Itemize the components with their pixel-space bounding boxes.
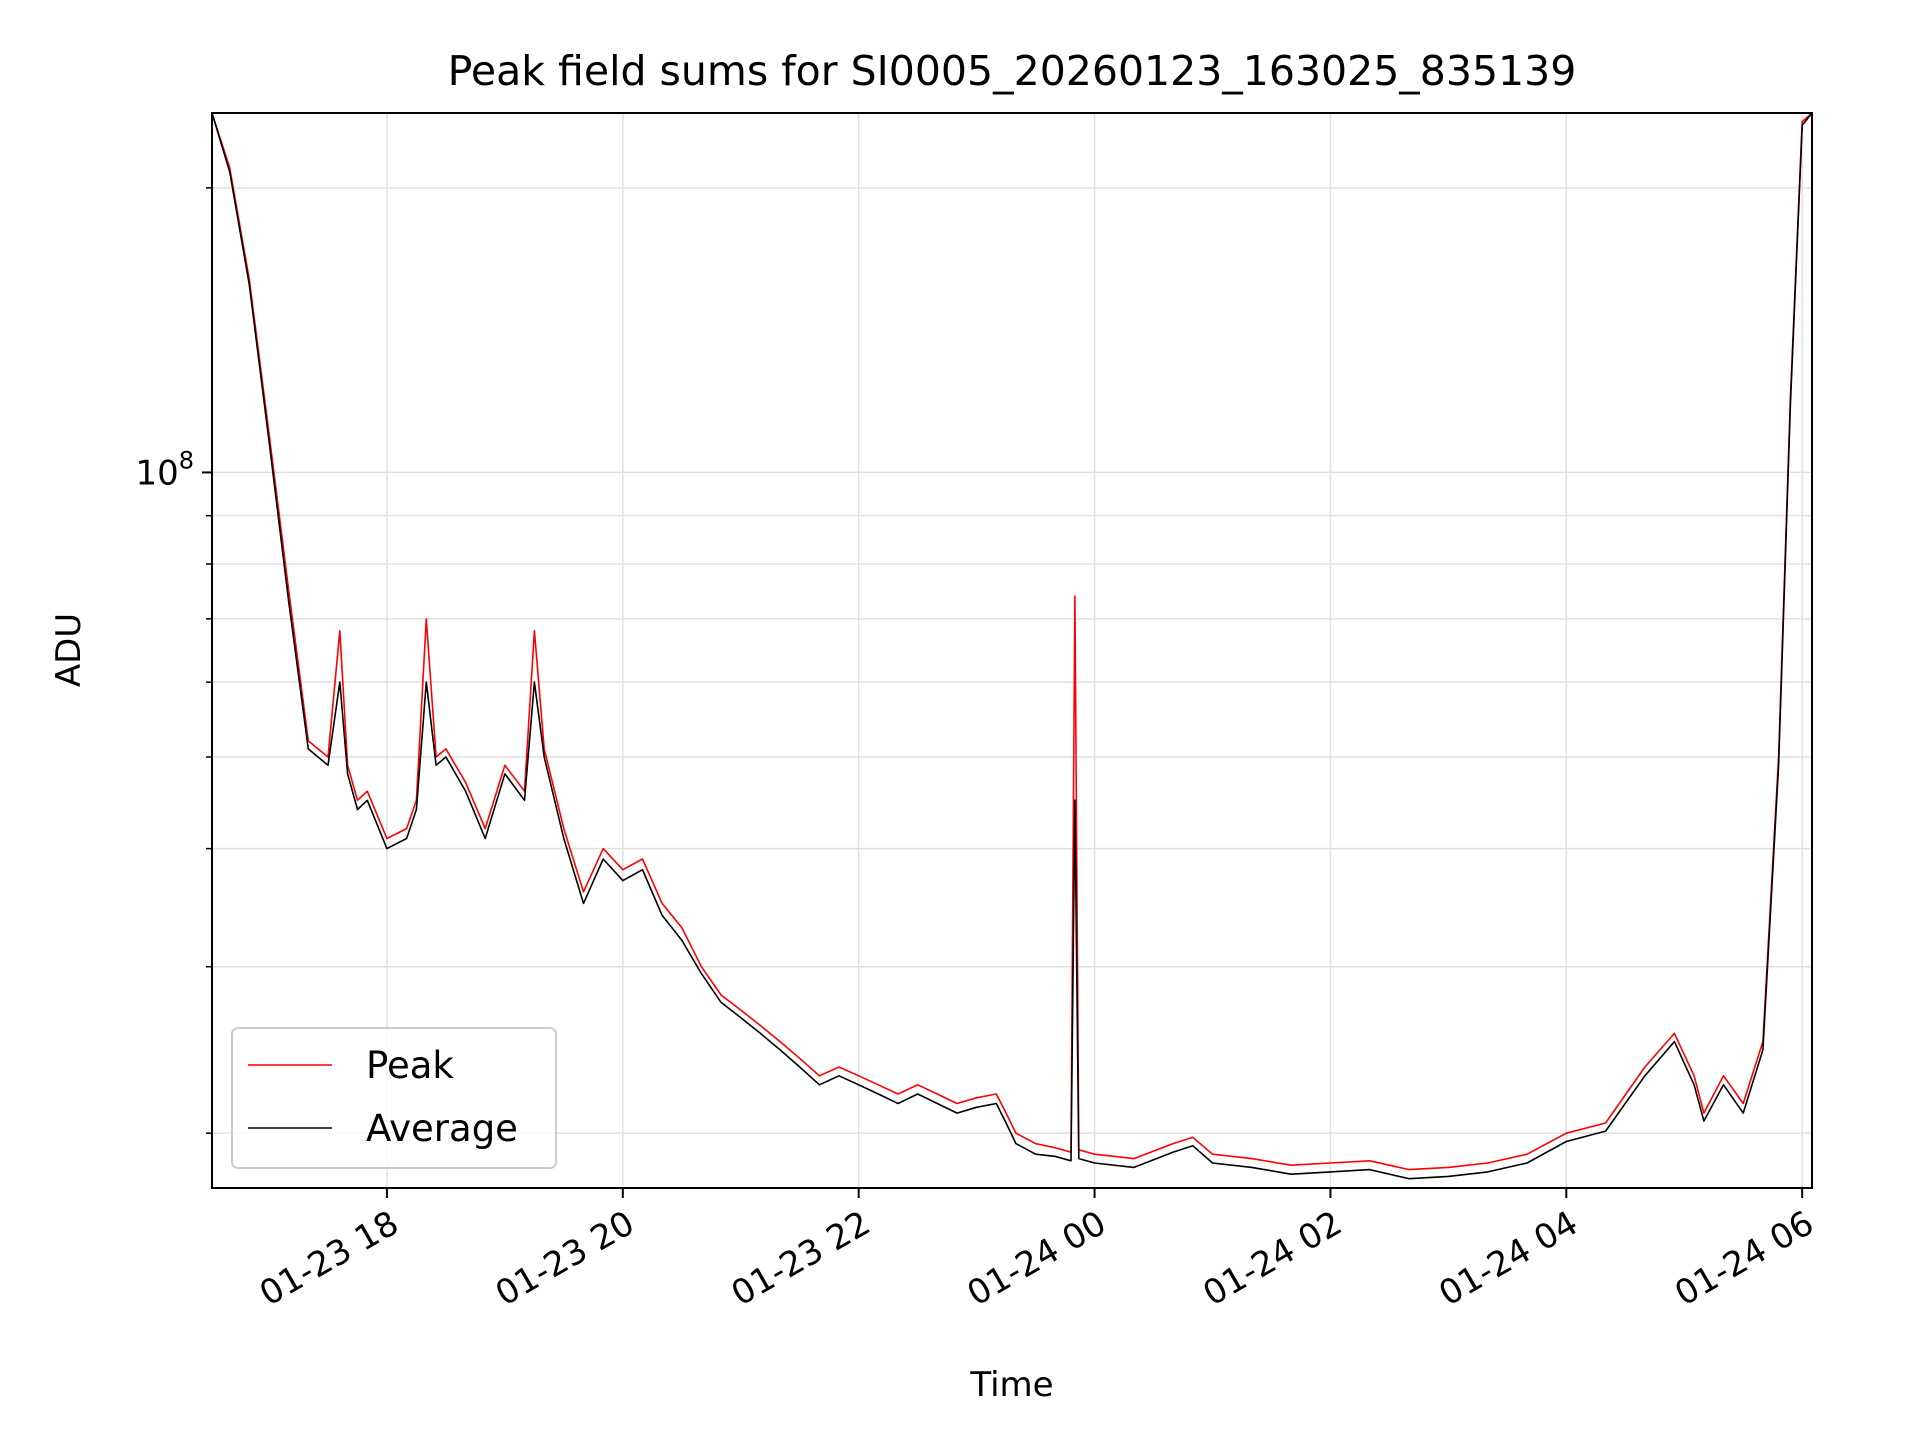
y-tick-label: 108 — [135, 446, 194, 493]
x-axis-label: Time — [969, 1365, 1053, 1405]
series-layer — [211, 112, 1813, 1180]
legend-label-average: Average — [366, 1107, 518, 1150]
grid — [212, 113, 1812, 1188]
chart-title: Peak field sums for SI0005_20260123_1630… — [448, 47, 1577, 95]
legend-label-peak: Peak — [366, 1044, 454, 1087]
plot-frame — [211, 112, 1813, 1189]
legend-box — [231, 1027, 557, 1169]
series-line-average — [211, 112, 1813, 1180]
y-axis-label: ADU — [49, 613, 89, 687]
legend: Peak Average — [231, 1027, 557, 1169]
